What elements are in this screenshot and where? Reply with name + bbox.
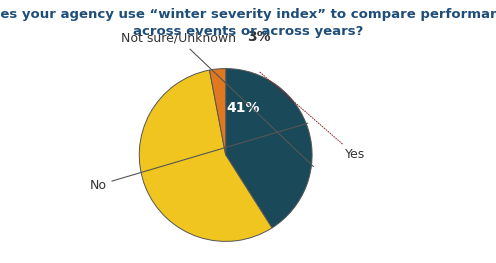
Text: No: No: [89, 123, 308, 192]
Wedge shape: [139, 70, 272, 241]
Wedge shape: [226, 69, 312, 228]
Text: 41%: 41%: [227, 101, 260, 115]
Text: 3%: 3%: [248, 30, 271, 44]
Text: Does your agency use “winter severity index” to compare performance
across event: Does your agency use “winter severity in…: [0, 8, 496, 38]
Text: Not sure/Unknown: Not sure/Unknown: [121, 31, 313, 166]
Text: Yes: Yes: [259, 72, 365, 161]
Wedge shape: [209, 69, 226, 155]
Text: 56%: 56%: [256, 130, 289, 144]
